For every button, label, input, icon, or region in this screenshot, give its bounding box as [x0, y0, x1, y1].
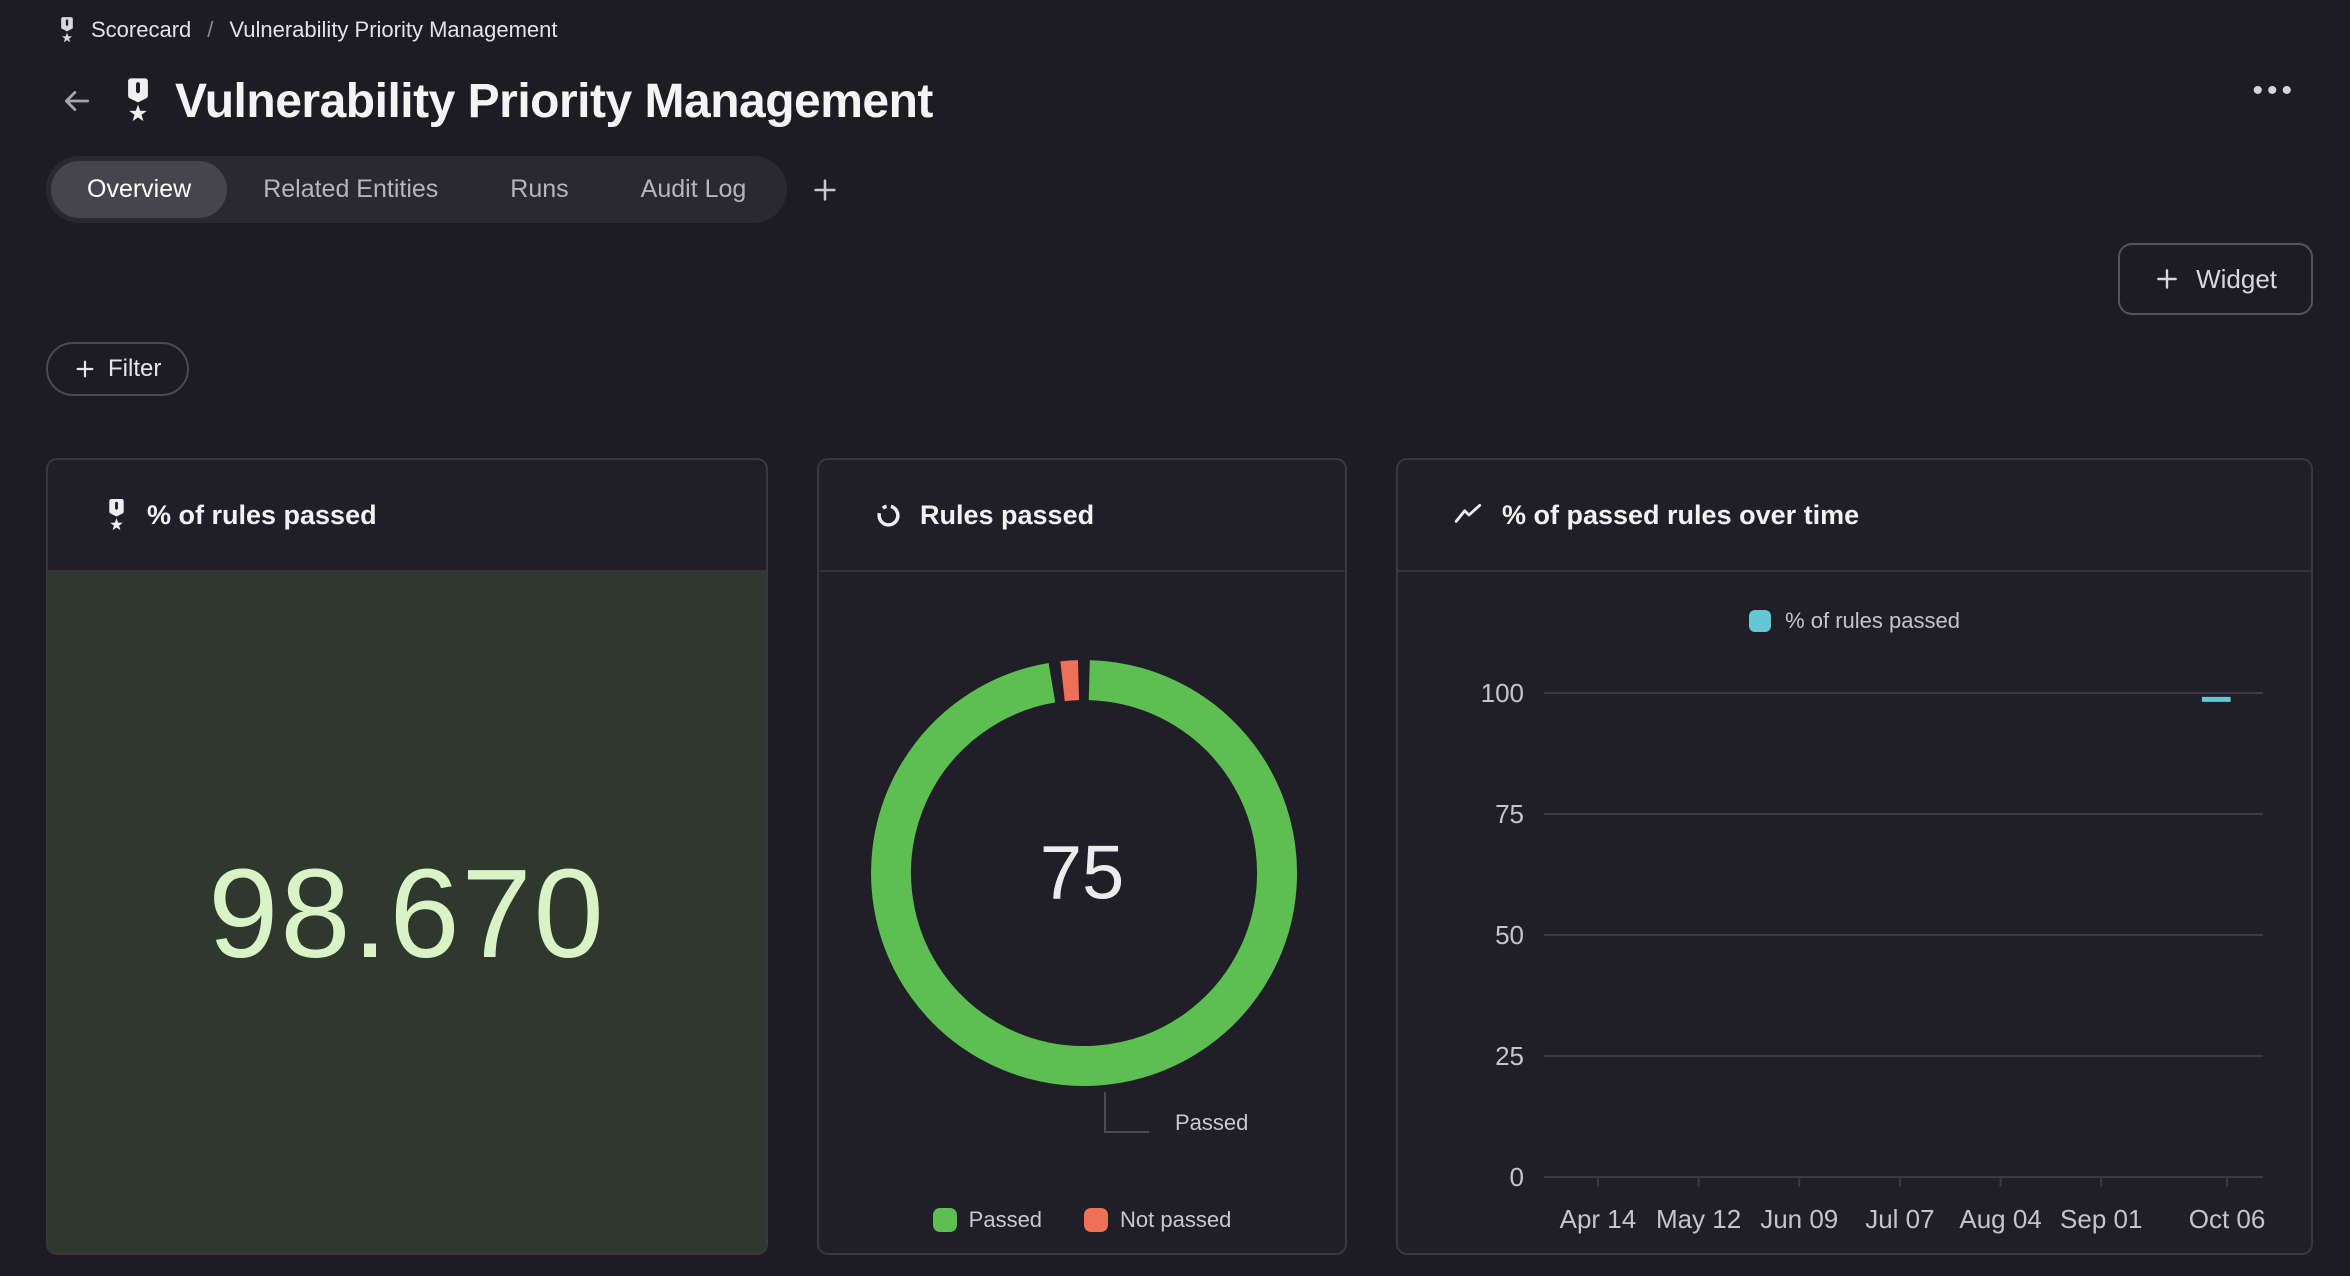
line-chart-body: % of rules passed 0 25 50 75 100 Apr 14 May 12…	[1398, 608, 2311, 1253]
breadcrumb-separator: /	[207, 17, 214, 42]
donut-chart-icon	[875, 502, 902, 529]
plus-icon	[2154, 266, 2180, 292]
x-axis-label: Sep 01	[2060, 1204, 2142, 1234]
breadcrumb-current: Vulnerability Priority Management	[229, 17, 558, 42]
donut-body: 75 Passed Passed Not passed	[819, 572, 1345, 1253]
donut-legend: Passed Not passed	[819, 1207, 1345, 1233]
passed-swatch	[932, 1208, 957, 1232]
x-axis-label: Apr 14	[1560, 1204, 1637, 1234]
x-axis-label: May 12	[1656, 1204, 1741, 1234]
back-button[interactable]	[55, 79, 99, 123]
donut-segment-not-passed	[1060, 660, 1080, 702]
x-axis-label: Oct 06	[2189, 1204, 2266, 1234]
stat-value: 98.670	[208, 843, 606, 984]
legend-label: Passed	[968, 1207, 1043, 1232]
plus-icon	[811, 176, 839, 204]
widget-title: % of rules passed	[147, 499, 377, 530]
page-title: Vulnerability Priority Management	[175, 74, 933, 128]
tab-related-entities[interactable]: Related Entities	[227, 161, 474, 218]
widgets-grid: % of rules passed 98.670 Rules passed 75	[46, 458, 2313, 1255]
medal-icon	[104, 498, 129, 533]
back-arrow-icon	[61, 85, 93, 117]
scorecard-medal-icon	[121, 77, 155, 125]
trend-line-icon	[1454, 502, 1484, 528]
tab-bar: Overview Related Entities Runs Audit Log	[46, 156, 788, 223]
tab-overview[interactable]: Overview	[51, 161, 228, 218]
widget-header: Rules passed	[819, 460, 1345, 572]
widget-pct-passed-over-time: % of passed rules over time % of rules p…	[1396, 458, 2313, 1255]
widget-rules-passed: Rules passed 75 Passed Passed Not passed	[817, 458, 1347, 1255]
legend-item-passed[interactable]: Passed	[932, 1207, 1043, 1233]
callout-line	[1104, 1131, 1149, 1133]
y-axis-label: 50	[1495, 920, 1524, 950]
series-swatch	[1749, 610, 1772, 632]
widget-pct-rules-passed: % of rules passed 98.670	[46, 458, 768, 1255]
tab-audit-log[interactable]: Audit Log	[605, 161, 783, 218]
filter-row: Filter	[46, 342, 2350, 396]
add-widget-button[interactable]: Widget	[2118, 243, 2313, 315]
add-filter-button[interactable]: Filter	[46, 342, 190, 396]
line-chart-legend[interactable]: % of rules passed	[1398, 608, 2311, 634]
plus-icon	[74, 358, 96, 380]
add-widget-label: Widget	[2196, 263, 2277, 294]
x-axis-label: Jun 09	[1760, 1204, 1838, 1234]
widget-header: % of passed rules over time	[1398, 460, 2311, 572]
add-filter-label: Filter	[108, 355, 162, 382]
donut-center-value: 75	[1039, 830, 1125, 916]
y-axis-label: 100	[1481, 678, 1524, 708]
widget-title: % of passed rules over time	[1502, 499, 1860, 530]
legend-label: Not passed	[1120, 1207, 1232, 1232]
y-axis-label: 75	[1495, 799, 1524, 829]
title-row: Vulnerability Priority Management •••	[0, 72, 2350, 130]
not-passed-swatch	[1084, 1208, 1109, 1232]
more-menu-button[interactable]: •••	[2252, 74, 2296, 107]
donut-chart	[871, 660, 1298, 1086]
tabs-row: Overview Related Entities Runs Audit Log	[46, 156, 2350, 223]
donut-segment-passed	[871, 660, 1298, 1086]
add-tab-button[interactable]	[811, 176, 839, 204]
breadcrumb: Scorecard / Vulnerability Priority Manag…	[0, 0, 2350, 46]
stat-body: 98.670	[48, 572, 766, 1253]
y-axis-label: 0	[1510, 1162, 1524, 1192]
widget-title: Rules passed	[920, 499, 1095, 530]
line-chart: 0 25 50 75 100 Apr 14 May 12 Jun 09 Jul 07 Aug 04…	[1481, 678, 2266, 1234]
widget-row: Widget	[0, 243, 2313, 315]
legend-label: % of rules passed	[1785, 608, 1960, 633]
breadcrumb-scorecard-link[interactable]: Scorecard	[91, 17, 192, 42]
y-axis-label: 25	[1495, 1041, 1524, 1071]
callout-line	[1104, 1092, 1106, 1133]
tab-runs[interactable]: Runs	[474, 161, 604, 218]
legend-item-not-passed[interactable]: Not passed	[1084, 1207, 1231, 1233]
widget-header: % of rules passed	[48, 460, 766, 572]
x-axis-label: Jul 07	[1865, 1204, 1934, 1234]
callout-label: Passed	[1175, 1110, 1249, 1135]
scorecard-medal-icon	[57, 16, 77, 45]
x-axis-label: Aug 04	[1959, 1204, 2041, 1234]
